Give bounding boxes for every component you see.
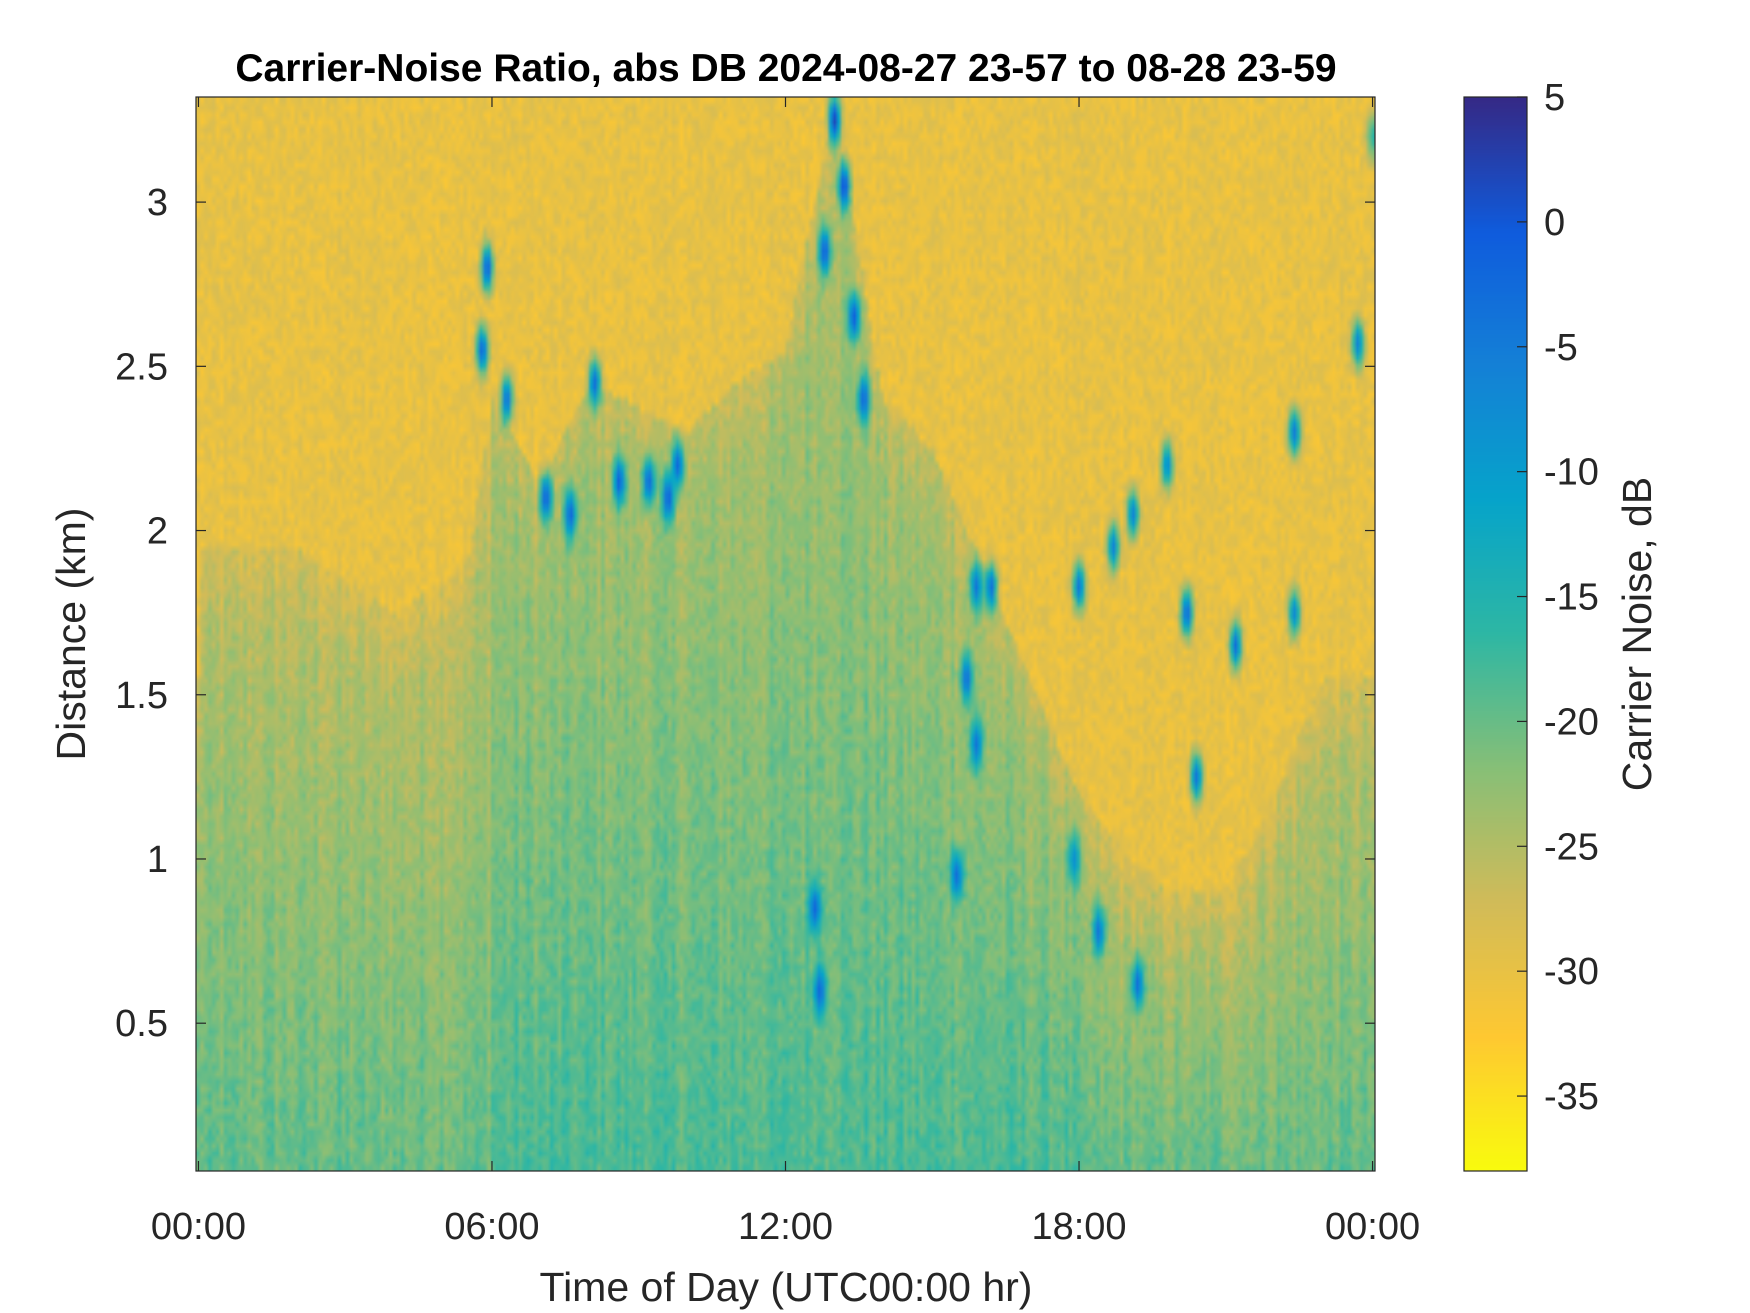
y-tick-label: 0.5 bbox=[115, 1003, 168, 1045]
x-axis-label: Time of Day (UTC00:00 hr) bbox=[540, 1264, 1033, 1310]
x-tick-label: 00:00 bbox=[151, 1206, 246, 1248]
colorbar-tick-label: -25 bbox=[1544, 826, 1599, 868]
plot-area bbox=[195, 96, 1376, 1172]
colorbar-tick-label: 0 bbox=[1544, 202, 1565, 244]
colorbar: 5 0 -5 -10 -15 -20 -25 -30 -35 bbox=[1463, 77, 1599, 1172]
y-tick-label: 3 bbox=[147, 182, 168, 224]
colorbar-tick-label: -5 bbox=[1544, 327, 1578, 369]
colorbar-tick-label: -30 bbox=[1544, 951, 1599, 993]
colorbar-label: Carrier Noise, dB bbox=[1614, 477, 1660, 791]
colorbar-tick-label: 5 bbox=[1544, 77, 1565, 119]
x-tick-label: 06:00 bbox=[444, 1206, 539, 1248]
colorbar-tick-label: -15 bbox=[1544, 577, 1599, 619]
heatmap-image bbox=[196, 97, 1375, 1171]
colorbar-frame bbox=[1463, 96, 1528, 1172]
y-tick-label: 2 bbox=[147, 511, 168, 553]
y-tick-label: 2.5 bbox=[115, 346, 168, 388]
y-tick-label: 1 bbox=[147, 839, 168, 881]
y-axis: 0.5 1 1.5 2 2.5 3 bbox=[115, 182, 1375, 1045]
x-tick-label: 12:00 bbox=[738, 1206, 833, 1248]
x-tick-label: 00:00 bbox=[1325, 1206, 1420, 1248]
x-axis: 00:00 06:00 12:00 18:00 00:00 bbox=[151, 97, 1420, 1248]
colorbar-gradient bbox=[1464, 97, 1527, 1171]
y-tick-label: 1.5 bbox=[115, 675, 168, 717]
y-axis-label: Distance (km) bbox=[48, 508, 94, 761]
colorbar-tick-label: -35 bbox=[1544, 1076, 1599, 1118]
colorbar-ticks: 5 0 -5 -10 -15 -20 -25 -30 -35 bbox=[1517, 77, 1599, 1118]
chart-title: Carrier-Noise Ratio, abs DB 2024-08-27 2… bbox=[235, 47, 1336, 90]
colorbar-tick-label: -20 bbox=[1544, 701, 1599, 743]
x-tick-label: 18:00 bbox=[1031, 1206, 1126, 1248]
colorbar-tick-label: -10 bbox=[1544, 452, 1599, 494]
